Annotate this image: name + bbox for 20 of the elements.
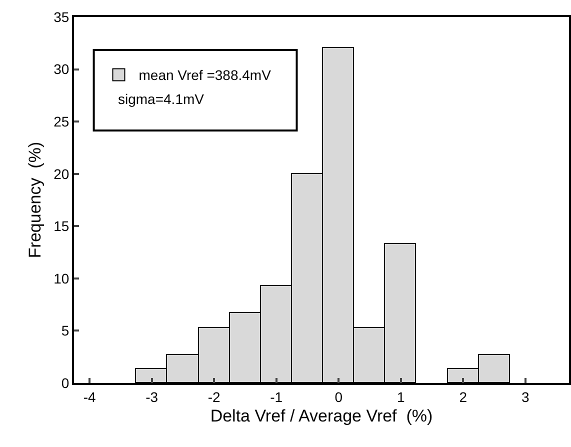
x-axis-title: Delta Vref / Average Vref (%)	[210, 406, 433, 426]
y-tick-label: 10	[54, 270, 70, 286]
legend-label: mean Vref =388.4mV	[138, 67, 272, 84]
x-tick-label: -3	[146, 388, 158, 405]
x-tick-label: 2	[459, 388, 468, 405]
x-tick-label: -1	[270, 388, 283, 405]
x-tick-label: 0	[334, 388, 343, 405]
y-tick-label: 5	[61, 322, 70, 339]
x-tick-label: 1	[396, 388, 405, 405]
y-tick-label: 35	[54, 8, 70, 25]
x-tick-label: 3	[522, 388, 530, 405]
x-tick-label: -2	[208, 388, 221, 405]
annotation: sigma=4.1mV	[118, 91, 205, 107]
y-tick-label: 15	[54, 218, 70, 234]
x-tick-label: -4	[83, 388, 96, 405]
y-tick-label: 25	[54, 113, 70, 130]
y-tick-label: 30	[54, 61, 70, 78]
y-tick-label: 20	[54, 166, 70, 182]
y-axis-title: Frequency (%)	[26, 142, 45, 258]
y-tick-label: 0	[61, 374, 70, 391]
